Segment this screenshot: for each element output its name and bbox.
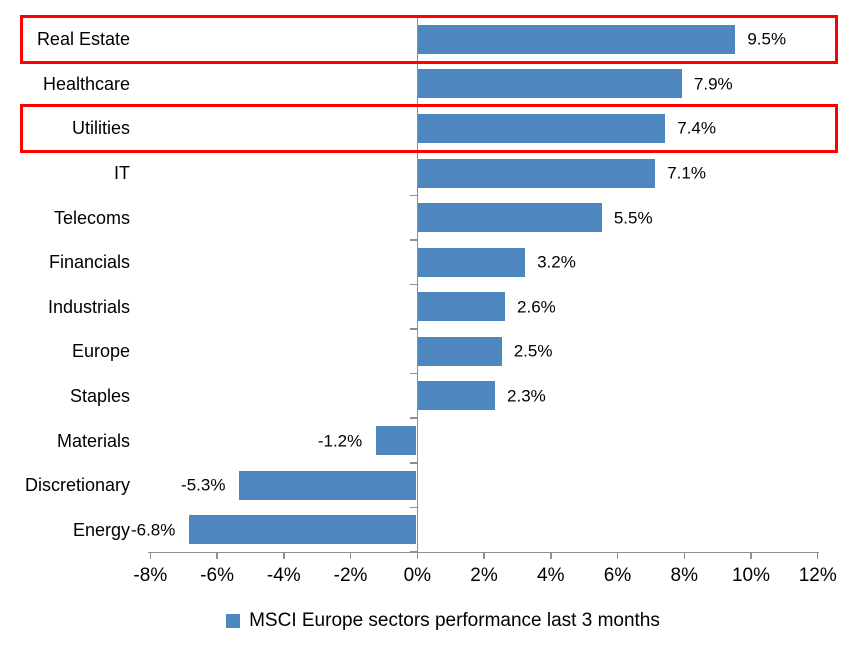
bar-value-label: 7.9% [693,74,733,94]
category-label: Europe [71,341,130,362]
bar [418,113,666,143]
bar [418,292,506,322]
y-axis-tick [410,417,418,419]
bar [418,247,526,277]
x-axis-tick [750,551,752,559]
bar-value-label: -1.2% [317,431,363,451]
bar [239,470,417,500]
x-axis-tick [349,551,352,559]
x-tick-label: 4% [537,565,565,586]
y-axis-tick [410,506,418,509]
y-axis-line [416,17,419,554]
x-tick-label: -6% [200,565,234,586]
y-axis-tick [410,239,418,241]
bar-value-label: -5.3% [181,475,226,495]
bar [418,24,736,54]
bar [418,336,502,366]
legend: MSCI Europe sectors performance last 3 m… [0,609,852,633]
category-label: Discretionary [24,475,130,496]
bar [418,203,602,233]
highlight-box [20,103,838,153]
bar-value-label: 9.5% [747,29,787,49]
x-axis-tick [149,551,152,559]
y-axis-tick [410,283,418,286]
category-label: Healthcare [42,73,130,94]
bar [418,158,656,188]
bar-value-label: 2.3% [507,386,546,406]
x-axis-tick [283,551,285,559]
x-axis-tick [816,551,819,559]
category-label: Energy [72,519,130,540]
category-label: Industrials [47,296,130,317]
bar-value-label: 7.4% [677,118,716,138]
bar [418,69,682,99]
y-axis-tick [410,462,418,464]
x-tick-label: -2% [333,565,368,586]
x-tick-label: 0% [403,565,432,586]
x-tick-label: 8% [670,565,698,586]
x-axis-tick [416,551,419,559]
bar [418,381,496,411]
category-label: IT [114,163,130,184]
x-tick-label: -4% [266,565,301,586]
highlight-box [20,14,838,64]
y-axis-tick [410,372,418,375]
x-tick-label: 6% [603,565,632,586]
bar-value-label: -6.8% [130,520,176,540]
bar-value-label: 2.6% [517,297,556,317]
x-tick-label: 10% [731,565,771,586]
legend-label: MSCI Europe sectors performance last 3 m… [249,610,660,631]
x-axis-tick [550,551,552,559]
y-axis-tick [410,328,418,330]
legend-swatch [226,614,241,628]
bar-value-label: 5.5% [613,208,653,228]
bar [376,426,417,456]
category-label: Telecoms [53,207,130,228]
bar-value-label: 2.5% [513,341,553,361]
x-tick-label: 2% [470,565,498,586]
category-label: Utilities [71,118,130,139]
category-label: Staples [69,385,130,406]
category-label: Real Estate [36,29,130,50]
bar-value-label: 3.2% [537,252,576,272]
bar [189,515,417,545]
x-axis-tick [616,551,619,559]
x-axis-tick [483,551,485,559]
x-axis-tick [216,551,218,559]
x-tick-label: -8% [133,565,168,586]
category-label: Financials [48,252,130,273]
bar-value-label: 7.1% [667,163,706,183]
x-tick-label: 12% [798,565,837,586]
x-axis-tick [683,551,685,559]
category-label: Materials [56,430,130,451]
y-axis-tick [410,194,418,197]
